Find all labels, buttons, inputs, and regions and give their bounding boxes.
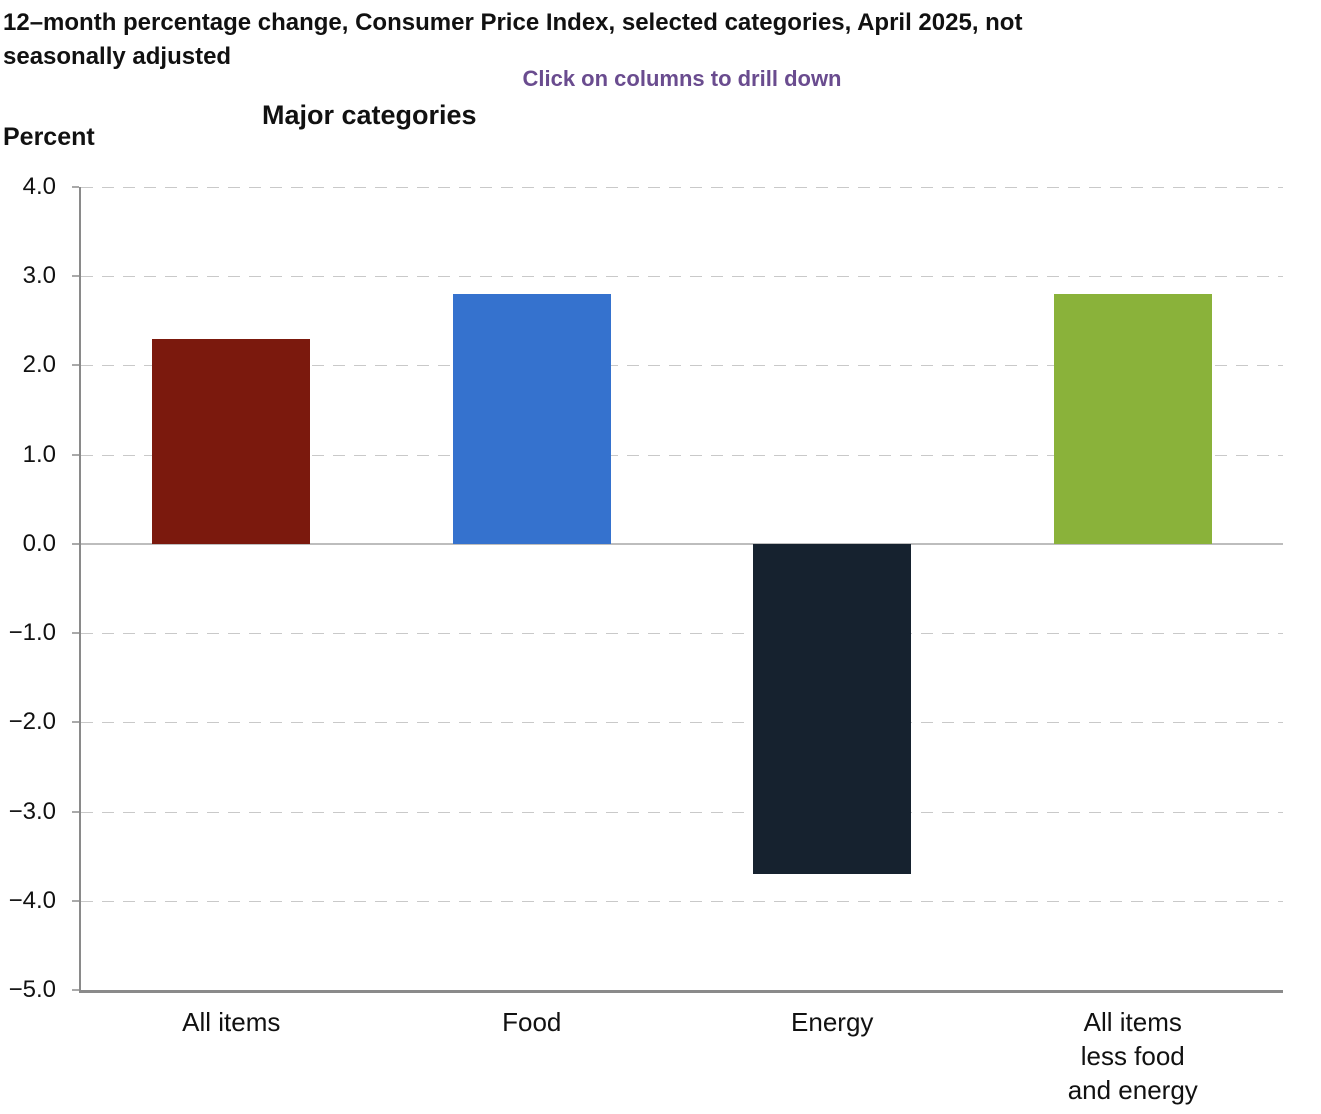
zero-baseline (81, 542, 1283, 545)
y-axis-title: Percent (3, 123, 95, 151)
y-tick-mark-4 (72, 186, 79, 188)
x-label-food: Food (502, 1007, 562, 1037)
y-tick-label-3: 3.0 (22, 262, 56, 290)
y-tick-mark--5 (72, 989, 79, 991)
y-tick-label--5: −5.0 (8, 976, 56, 1003)
y-tick-mark-2 (72, 364, 79, 367)
y-tick-mark-3 (72, 275, 79, 278)
gridline-y-1 (81, 454, 1283, 456)
y-tick-mark--3 (72, 810, 79, 813)
y-tick-mark--4 (72, 899, 79, 902)
bar-food[interactable] (452, 294, 611, 544)
drill-down-hint: Click on columns to drill down (522, 66, 842, 91)
bar-all-items[interactable] (152, 338, 311, 544)
y-tick-mark-0 (72, 542, 79, 545)
x-label-energy: Energy (791, 1007, 874, 1037)
bar-all-items-less-food-and-energy[interactable] (1053, 294, 1212, 544)
y-tick-label-2: 2.0 (22, 351, 56, 379)
page-title: 12–month percentage change, Consumer Pri… (3, 6, 1022, 74)
y-tick-label--4: −4.0 (8, 886, 56, 914)
y-tick-label--2: −2.0 (8, 708, 56, 736)
chart-title: Major categories (262, 100, 477, 130)
y-tick-label--3: −3.0 (8, 797, 56, 825)
y-tick-mark--1 (72, 632, 79, 635)
y-tick-label--1: −1.0 (8, 619, 56, 647)
y-tick-mark--2 (72, 721, 79, 724)
y-tick-label-0: 0.0 (22, 529, 56, 557)
y-tick-label-4: 4.0 (22, 173, 56, 200)
gridline-y--3 (81, 811, 1283, 813)
y-tick-mark-1 (72, 453, 79, 456)
gridline-y-2 (81, 365, 1283, 367)
x-label-all-items: All items (182, 1007, 281, 1037)
x-label-all-items-less-food-and-energy: All items less food and energy (1067, 1007, 1198, 1105)
plot-area (79, 187, 1283, 993)
bar-energy[interactable] (753, 543, 912, 874)
page-title-line-2: seasonally adjusted (3, 43, 232, 70)
gridline-y-4 (81, 187, 1283, 188)
gridline-y--4 (81, 900, 1283, 902)
gridline-y--1 (81, 633, 1283, 635)
gridline-y--2 (81, 722, 1283, 724)
y-tick-label-1: 1.0 (22, 440, 56, 468)
page-title-line-1: 12–month percentage change, Consumer Pri… (3, 9, 1023, 36)
gridline-y-3 (81, 276, 1283, 278)
